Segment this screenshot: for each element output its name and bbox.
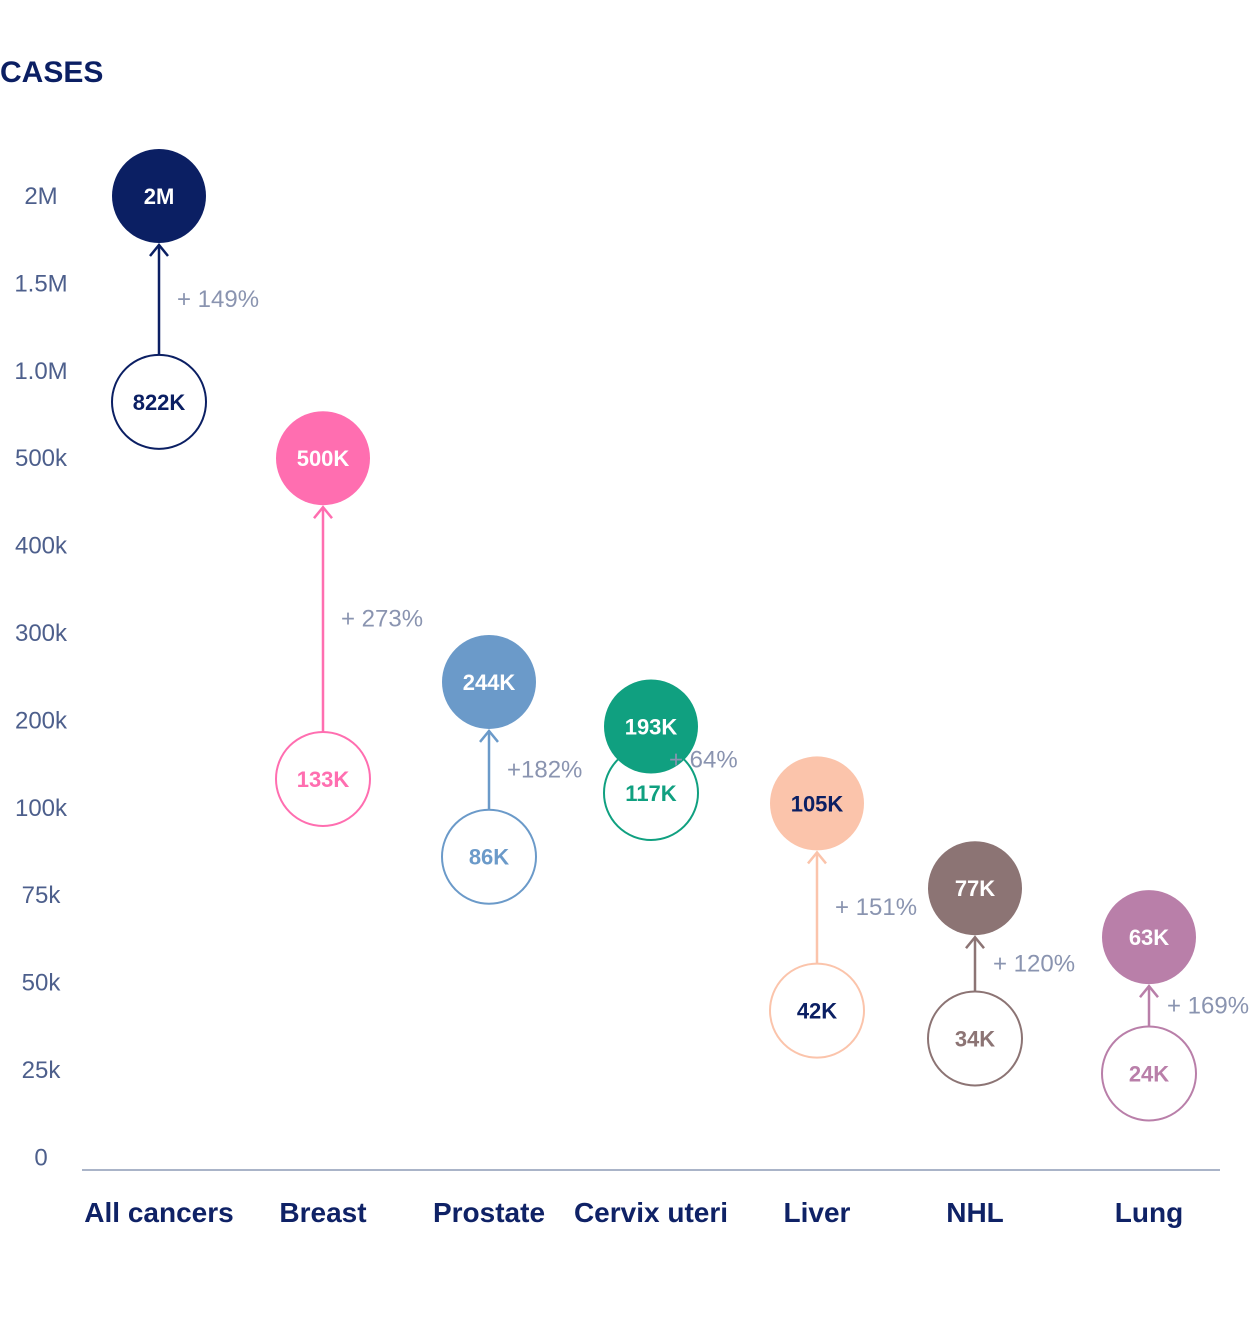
y-tick-label: 0 [34, 1144, 47, 1171]
start-value-label: 822K [133, 390, 186, 415]
y-tick-label: 1.0M [14, 358, 67, 385]
y-tick-label: 200k [15, 707, 68, 734]
dumbbell-liver: 42K 105K + 151% [769, 756, 917, 1059]
y-tick-label: 300k [15, 620, 68, 647]
y-tick-label: 50k [22, 970, 62, 997]
percent-change-label: + 169% [1167, 992, 1249, 1019]
end-value-label: 105K [791, 791, 844, 816]
end-point [276, 411, 370, 506]
change-arrow-head [313, 505, 333, 519]
percent-change-label: + 64% [669, 747, 738, 774]
category-label: Cervix uteri [574, 1197, 728, 1228]
change-arrow-head [807, 850, 827, 865]
y-tick-label: 2M [24, 183, 57, 210]
end-point [770, 756, 864, 851]
dumbbell-prostate: 86K 244K +182% [441, 634, 582, 905]
percent-change-label: + 273% [341, 606, 423, 633]
category-label: Prostate [433, 1197, 545, 1228]
y-tick-label: 25k [22, 1057, 62, 1084]
percent-change-label: + 151% [835, 894, 917, 921]
change-arrow-head [965, 935, 985, 949]
start-value-label: 24K [1129, 1061, 1169, 1086]
dumbbell-breast: 133K 500K + 273% [275, 411, 423, 827]
percent-change-label: + 149% [177, 286, 259, 313]
percent-change-label: +182% [507, 756, 582, 783]
y-axis-title: CASES [0, 56, 103, 89]
end-value-label: 63K [1129, 925, 1169, 950]
change-arrow-head [479, 728, 499, 743]
end-value-label: 244K [463, 670, 516, 695]
x-axis-categories: All cancers Breast Prostate Cervix uteri Liv… [84, 1197, 1183, 1228]
category-label: Liver [784, 1197, 851, 1228]
end-point [604, 679, 698, 774]
category-label: All cancers [84, 1197, 233, 1228]
end-value-label: 500K [297, 446, 350, 471]
y-tick-label: 1.5M [14, 270, 67, 297]
plot-area: 822K 2M + 149% 133K 500K + 273% 86K 244K +182% 11… [111, 149, 1249, 1122]
dumbbell-cervix-uteri: 117K 193K + 64% [603, 679, 738, 841]
start-value-label: 42K [797, 999, 837, 1024]
start-point [927, 990, 1023, 1087]
y-axis-ticks: 2M 1.5M 1.0M 500k 400k 300k 200k 100k 75k 50k 25k 0 [14, 183, 68, 1171]
end-value-label: 2M [144, 184, 175, 209]
change-arrow-head [149, 243, 169, 257]
end-point [112, 149, 206, 243]
end-point [1102, 890, 1196, 985]
start-point [275, 730, 371, 827]
start-value-label: 117K [625, 781, 676, 806]
y-tick-label: 400k [15, 533, 68, 560]
y-tick-label: 100k [15, 795, 68, 822]
dumbbell-nhl: 34K 77K + 120% [927, 841, 1075, 1087]
end-point [928, 841, 1022, 936]
end-value-label: 193K [625, 715, 678, 740]
category-label: Breast [279, 1197, 366, 1228]
change-arrow-head [1139, 984, 1159, 998]
y-tick-label: 75k [22, 882, 62, 909]
start-point [769, 962, 865, 1059]
start-point [441, 808, 537, 905]
category-label: Lung [1115, 1197, 1183, 1228]
category-label: NHL [946, 1197, 1004, 1228]
start-value-label: 34K [955, 1027, 995, 1052]
start-value-label: 133K [297, 767, 350, 792]
dumbbell-all-cancers: 822K 2M + 149% [111, 149, 259, 450]
start-value-label: 86K [469, 845, 509, 870]
end-value-label: 77K [955, 876, 995, 901]
percent-change-label: + 120% [993, 950, 1075, 977]
dumbbell-lung: 24K 63K + 169% [1101, 890, 1249, 1122]
start-point [1101, 1025, 1197, 1122]
end-point [442, 634, 536, 729]
y-tick-label: 500k [15, 445, 68, 472]
start-point [111, 353, 207, 450]
